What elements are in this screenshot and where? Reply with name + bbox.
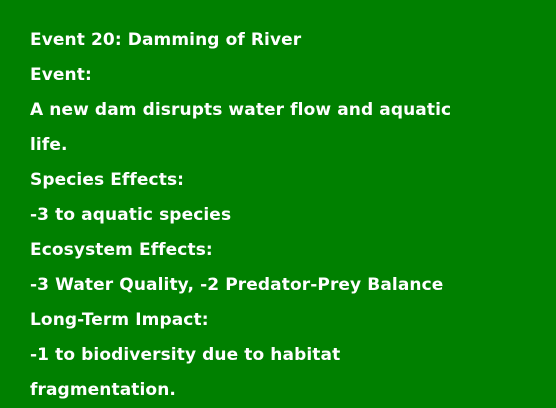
event-title: Event 20: Damming of River <box>30 30 302 50</box>
event-description: A new dam disrupts water flow and aquati… <box>30 100 452 155</box>
event-heading: Event: <box>30 65 92 85</box>
species-effects-text: -3 to aquatic species <box>30 205 232 225</box>
event-card: Event 20: Damming of River Event: A new … <box>30 23 530 408</box>
ecosystem-effects-text: -3 Water Quality, -2 Predator-Prey Balan… <box>30 275 444 295</box>
ecosystem-effects-heading: Ecosystem Effects: <box>30 240 213 260</box>
long-term-impact-heading: Long-Term Impact: <box>30 310 209 330</box>
species-effects-heading: Species Effects: <box>30 170 185 190</box>
long-term-impact-text: -1 to biodiversity due to habitat fragme… <box>30 345 341 400</box>
